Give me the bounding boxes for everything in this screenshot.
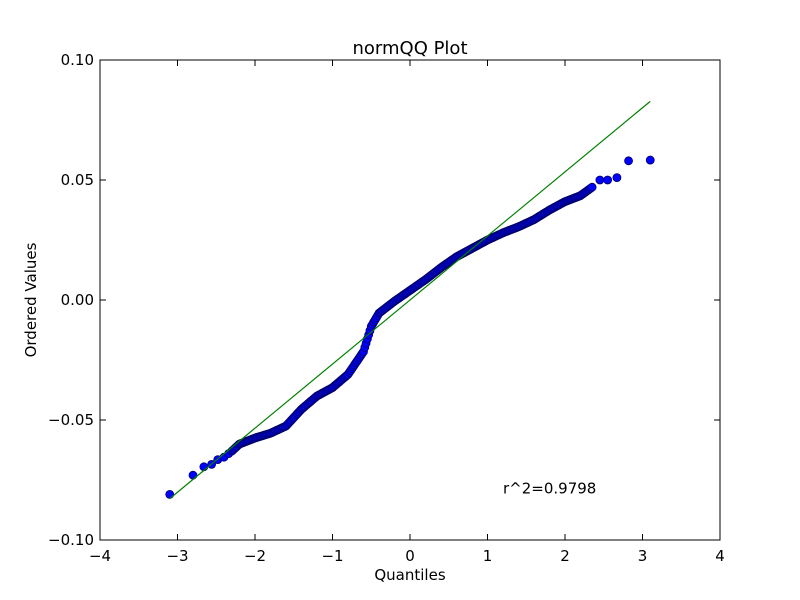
chart-marks [165,100,655,500]
x-tick-label: 0 [405,547,415,565]
data-point [612,173,622,183]
y-tick-label: −0.05 [48,411,94,429]
x-tick-label: −2 [244,547,266,565]
axis-ticks: −4 −3 −2 −1 0 1 2 3 4 −0.10 −0.05 0.00 0.05 0.10 [48,51,725,565]
x-axis-label: Quantiles [374,566,445,584]
r-squared-annotation: r^2=0.9798 [503,479,596,497]
y-tick-label: 0.05 [61,171,94,189]
y-axis-label: Ordered Values [22,242,40,357]
x-tick-label: −1 [321,547,343,565]
x-tick-label: 3 [638,547,648,565]
data-point [624,156,633,166]
data-point [587,182,597,192]
x-tick-label: 2 [560,547,570,565]
x-tick-label: −4 [89,547,111,565]
y-tick-label: −0.10 [48,531,94,549]
y-tick-label: 0.10 [61,51,94,69]
data-point [188,470,198,480]
y-tick-label: 0.00 [61,291,94,309]
fit-line [169,100,651,500]
x-tick-label: 1 [483,547,493,565]
data-point [603,175,613,185]
data-point [595,175,605,185]
data-point [165,489,175,499]
chart-title: normQQ Plot [352,38,467,59]
data-point [645,155,655,165]
data-point [199,462,209,472]
x-tick-label: −3 [166,547,188,565]
x-tick-label: 4 [715,547,725,565]
